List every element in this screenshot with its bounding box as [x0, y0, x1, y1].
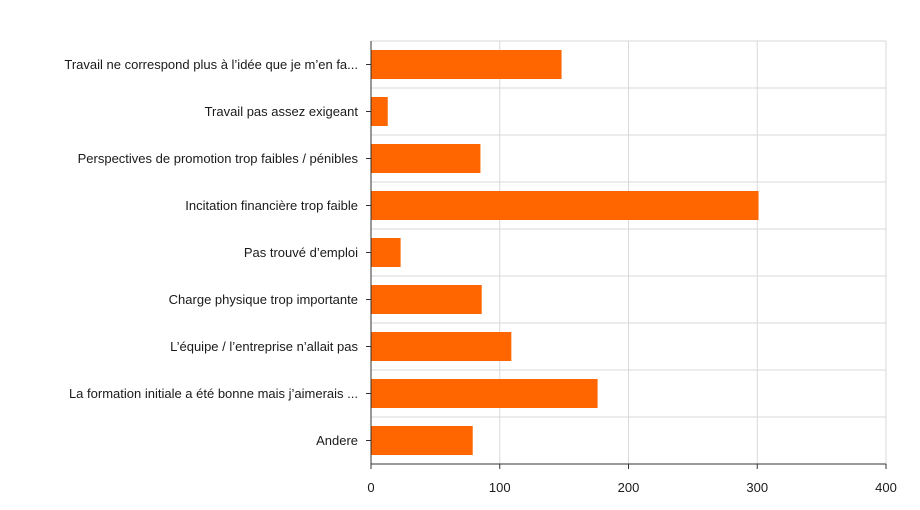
bar	[371, 144, 481, 173]
bar	[371, 97, 388, 126]
category-label: Andere	[316, 433, 358, 448]
category-label: La formation initiale a été bonne mais j…	[69, 386, 358, 401]
category-label: Travail pas assez exigeant	[205, 104, 359, 119]
bar	[371, 50, 562, 79]
category-label: Charge physique trop importante	[169, 292, 358, 307]
grid-lines	[371, 40, 887, 464]
bar	[371, 285, 482, 314]
category-labels: Travail ne correspond plus à l’idée que …	[64, 57, 358, 448]
category-label: Incitation financière trop faible	[185, 198, 358, 213]
bar	[371, 379, 598, 408]
bar	[371, 191, 759, 220]
x-tick-label: 200	[618, 480, 640, 495]
x-tick-labels: 0 100 200 300 400	[367, 480, 896, 495]
category-label: Travail ne correspond plus à l’idée que …	[64, 57, 358, 72]
bars	[371, 50, 759, 455]
category-label: Pas trouvé d’emploi	[244, 245, 358, 260]
x-tick-label: 300	[746, 480, 768, 495]
x-tick-label: 400	[875, 480, 897, 495]
x-tick-label: 0	[367, 480, 374, 495]
axes	[366, 41, 887, 469]
bar	[371, 332, 512, 361]
category-label: L’équipe / l’entreprise n’allait pas	[170, 339, 358, 354]
bar	[371, 238, 401, 267]
category-label: Perspectives de promotion trop faibles /…	[78, 151, 359, 166]
x-tick-label: 100	[489, 480, 511, 495]
bar	[371, 426, 473, 455]
